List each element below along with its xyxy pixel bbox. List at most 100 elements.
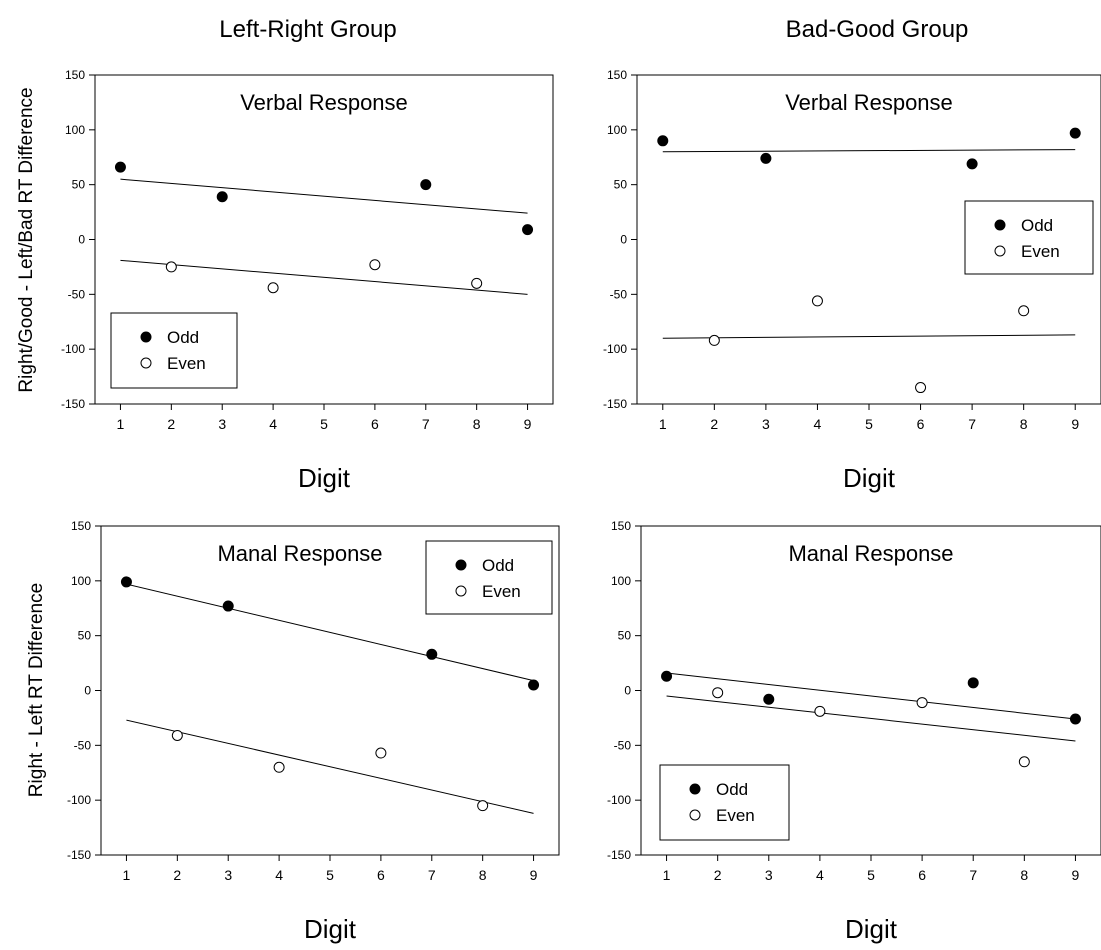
y-tick-label: 0 xyxy=(624,684,631,698)
x-tick-label: 3 xyxy=(218,416,226,432)
odd-point xyxy=(1069,713,1081,725)
even-point xyxy=(471,277,483,289)
odd-point xyxy=(120,576,132,588)
odd-point xyxy=(966,158,978,170)
x-tick-label: 5 xyxy=(867,867,875,883)
fit-line-odd xyxy=(666,672,1076,720)
odd-point xyxy=(661,670,673,682)
x-tick-label: 6 xyxy=(377,867,385,883)
fit-line-odd xyxy=(120,178,528,214)
x-tick-label: 1 xyxy=(123,867,131,883)
x-tick-label: 1 xyxy=(659,416,667,432)
odd-point xyxy=(967,677,979,689)
odd-point xyxy=(1069,127,1081,139)
y-tick-label: 50 xyxy=(78,629,92,643)
x-tick-label: 7 xyxy=(968,416,976,432)
odd-point xyxy=(216,191,228,203)
row-ylabel-top: Right/Good - Left/Bad RT Difference xyxy=(16,87,37,392)
x-tick-label: 7 xyxy=(422,416,430,432)
y-tick-label: -150 xyxy=(67,848,91,862)
legend: Odd Even xyxy=(964,200,1094,275)
legend-box xyxy=(964,200,1094,275)
panel-4: -150 -100 -50 0 50 100 150 1 2 3 4 5 6 7 8 9 Manal Respo… xyxy=(607,519,1101,944)
odd-point xyxy=(763,693,775,705)
x-tick-label: 9 xyxy=(530,867,538,883)
x-tick-label: 2 xyxy=(173,867,181,883)
y-tick-label: 50 xyxy=(614,178,628,192)
even-point xyxy=(369,259,381,271)
x-tick-label: 5 xyxy=(320,416,328,432)
panel-title: Verbal Response xyxy=(240,90,408,115)
even-point xyxy=(712,687,724,699)
even-point xyxy=(916,697,928,709)
legend-marker-odd xyxy=(455,559,467,571)
odd-point xyxy=(426,648,438,660)
y-tick-label: -150 xyxy=(61,397,85,411)
legend-label-odd: Odd xyxy=(1021,216,1053,235)
legend-box xyxy=(659,764,790,841)
even-point xyxy=(171,729,183,741)
y-tick-label: -100 xyxy=(607,793,631,807)
x-tick-label: 6 xyxy=(917,416,925,432)
x-tick-label: 8 xyxy=(1020,416,1028,432)
x-tick-label: 5 xyxy=(326,867,334,883)
even-point xyxy=(811,295,823,307)
even-point xyxy=(375,747,387,759)
y-tick-label: 0 xyxy=(84,684,91,698)
legend-box xyxy=(110,312,238,389)
even-point xyxy=(1018,305,1030,317)
x-axis-label: Digit xyxy=(845,914,898,944)
odd-point xyxy=(420,179,432,191)
even-point xyxy=(1018,756,1030,768)
odd-point xyxy=(222,600,234,612)
x-tick-label: 1 xyxy=(117,416,125,432)
y-tick-label: 100 xyxy=(611,574,631,588)
legend-label-even: Even xyxy=(1021,242,1060,261)
x-tick-label: 2 xyxy=(167,416,175,432)
even-point xyxy=(915,382,927,394)
y-tick-label: -150 xyxy=(603,397,627,411)
x-tick-label: 5 xyxy=(865,416,873,432)
x-tick-label: 3 xyxy=(765,867,773,883)
panel-2: -150 -100 -50 0 50 100 150 1 2 3 4 5 6 7 8 9 Verbal Resp… xyxy=(603,68,1101,493)
panel-title: Verbal Response xyxy=(785,90,953,115)
x-tick-label: 1 xyxy=(663,867,671,883)
legend-marker-odd xyxy=(994,219,1006,231)
x-tick-label: 7 xyxy=(969,867,977,883)
y-tick-label: 100 xyxy=(607,123,627,137)
y-tick-label: -100 xyxy=(67,793,91,807)
y-tick-label: 150 xyxy=(611,519,631,533)
legend: Odd Even xyxy=(659,764,790,841)
x-tick-label: 4 xyxy=(816,867,824,883)
legend-marker-even xyxy=(140,357,152,369)
x-tick-label: 8 xyxy=(473,416,481,432)
even-point xyxy=(708,334,720,346)
even-point xyxy=(477,800,489,812)
y-tick-label: 50 xyxy=(72,178,86,192)
y-tick-label: -50 xyxy=(74,738,92,752)
panel-title: Manal Response xyxy=(217,541,382,566)
x-tick-label: 2 xyxy=(710,416,718,432)
y-tick-label: -50 xyxy=(610,287,628,301)
x-tick-label: 4 xyxy=(275,867,283,883)
panel-1: -150 -100 -50 0 50 100 150 1 2 3 4 5 6 7 8 9 Verbal Resp… xyxy=(61,68,554,493)
x-tick-label: 3 xyxy=(224,867,232,883)
y-tick-label: -100 xyxy=(61,342,85,356)
column-title-left: Left-Right Group xyxy=(219,16,396,43)
fit-line-odd xyxy=(662,149,1076,153)
x-tick-label: 3 xyxy=(762,416,770,432)
y-tick-label: 150 xyxy=(71,519,91,533)
odd-point xyxy=(760,152,772,164)
even-point xyxy=(814,705,826,717)
x-tick-label: 4 xyxy=(814,416,822,432)
x-tick-label: 2 xyxy=(714,867,722,883)
even-point xyxy=(165,261,177,273)
legend-label-even: Even xyxy=(482,582,521,601)
y-tick-label: -100 xyxy=(603,342,627,356)
y-tick-label: 0 xyxy=(78,233,85,247)
odd-point xyxy=(522,224,534,236)
legend-label-odd: Odd xyxy=(167,328,199,347)
legend-label-odd: Odd xyxy=(716,780,748,799)
odd-point xyxy=(114,161,126,173)
